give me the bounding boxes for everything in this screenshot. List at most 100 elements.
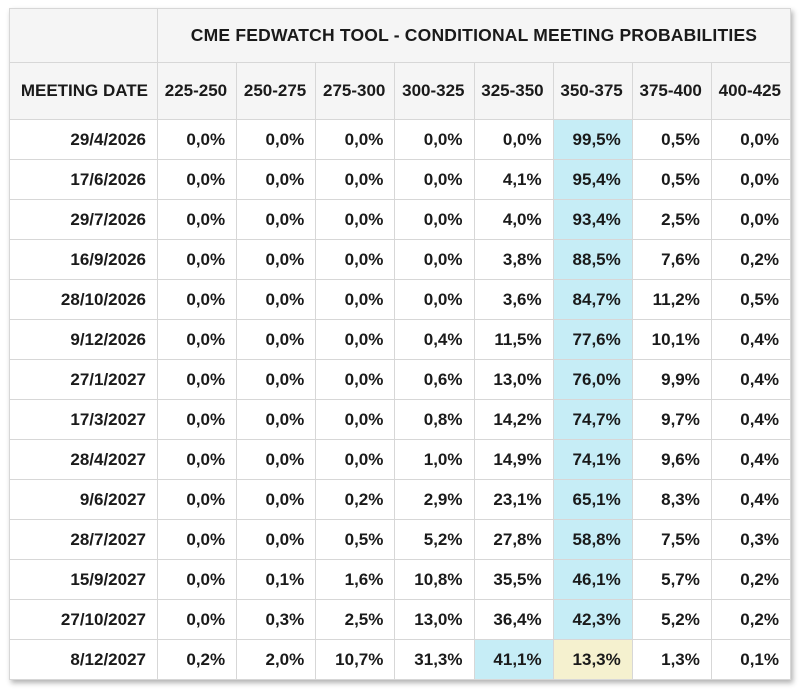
meeting-date-cell: 8/12/2027: [9, 639, 158, 680]
title-row: CME FEDWATCH TOOL - CONDITIONAL MEETING …: [9, 8, 791, 63]
meeting-date-cell: 28/7/2027: [9, 519, 158, 560]
probability-cell: 0,0%: [315, 439, 396, 480]
probability-cell: 95,4%: [552, 159, 633, 200]
meeting-date-cell: 27/1/2027: [9, 359, 158, 400]
probability-cell: 0,0%: [315, 119, 396, 160]
probability-cell: 74,7%: [552, 399, 633, 440]
probability-cell: 42,3%: [552, 599, 633, 640]
probability-cell: 13,0%: [394, 599, 475, 640]
table-body: 29/4/2026 0,0% 0,0% 0,0% 0,0% 0,0% 99,5% 0,5% 0,…: [9, 119, 792, 680]
probability-cell: 1,6%: [315, 559, 396, 600]
table-row: 15/9/2027 0,0% 0,1% 1,6% 10,8% 35,5% 46,1% 5,7%…: [9, 559, 792, 600]
probability-cell: 0,0%: [710, 199, 792, 240]
probability-cell: 76,0%: [552, 359, 633, 400]
probability-cell: 0,0%: [156, 159, 238, 200]
probability-cell: 0,2%: [710, 559, 792, 600]
probability-cell: 0,0%: [236, 319, 317, 360]
probability-cell: 0,0%: [394, 159, 475, 200]
table-row: 9/6/2027 0,0% 0,0% 0,2% 2,9% 23,1% 65,1% 8,3% 0,…: [9, 479, 792, 520]
meeting-date-cell: 15/9/2027: [9, 559, 158, 600]
probability-cell: 41,1%: [473, 639, 554, 680]
table-row: 29/7/2026 0,0% 0,0% 0,0% 0,0% 4,0% 93,4% 2,5% 0,…: [9, 199, 792, 240]
probability-cell: 74,1%: [552, 439, 633, 480]
probability-cell: 0,2%: [710, 599, 792, 640]
probability-cell: 0,0%: [236, 119, 317, 160]
fedwatch-probabilities-table: CME FEDWATCH TOOL - CONDITIONAL MEETING …: [9, 8, 792, 680]
probability-cell: 0,2%: [710, 239, 792, 280]
probability-cell: 0,3%: [236, 599, 317, 640]
probability-cell: 5,7%: [631, 559, 712, 600]
meeting-date-cell: 16/9/2026: [9, 239, 158, 280]
probability-cell: 0,4%: [710, 439, 792, 480]
probability-cell: 0,4%: [710, 479, 792, 520]
probability-cell: 0,2%: [315, 479, 396, 520]
probability-cell: 0,0%: [315, 399, 396, 440]
probability-cell: 0,0%: [394, 239, 475, 280]
probability-cell: 23,1%: [473, 479, 554, 520]
probability-cell: 0,0%: [156, 279, 238, 320]
probability-cell: 0,5%: [631, 119, 712, 160]
probability-cell: 0,0%: [236, 199, 317, 240]
probability-cell: 99,5%: [552, 119, 633, 160]
column-header-250-275: 250-275: [236, 62, 317, 120]
probability-cell: 0,0%: [315, 279, 396, 320]
probability-cell: 0,0%: [394, 279, 475, 320]
probability-cell: 0,0%: [156, 599, 238, 640]
probability-cell: 0,0%: [394, 119, 475, 160]
column-header-325-350: 325-350: [473, 62, 554, 120]
probability-cell: 0,5%: [315, 519, 396, 560]
probability-cell: 3,6%: [473, 279, 554, 320]
column-header-350-375: 350-375: [552, 62, 633, 120]
table-row: 28/10/2026 0,0% 0,0% 0,0% 0,0% 3,6% 84,7% 11,2%…: [9, 279, 792, 320]
probability-cell: 0,0%: [156, 439, 238, 480]
probability-cell: 35,5%: [473, 559, 554, 600]
column-header-400-425: 400-425: [710, 62, 792, 120]
probability-cell: 8,3%: [631, 479, 712, 520]
meeting-date-cell: 9/12/2026: [9, 319, 158, 360]
table-row: 9/12/2026 0,0% 0,0% 0,0% 0,4% 11,5% 77,6% 10,1%…: [9, 319, 792, 360]
meeting-date-cell: 29/7/2026: [9, 199, 158, 240]
probability-cell: 2,5%: [631, 199, 712, 240]
column-header-225-250: 225-250: [156, 62, 238, 120]
probability-cell: 0,0%: [710, 159, 792, 200]
meeting-date-cell: 17/6/2026: [9, 159, 158, 200]
probability-cell: 13,0%: [473, 359, 554, 400]
probability-cell: 0,1%: [710, 639, 792, 680]
probability-cell: 0,5%: [631, 159, 712, 200]
probability-cell: 36,4%: [473, 599, 554, 640]
probability-cell: 27,8%: [473, 519, 554, 560]
probability-cell: 0,1%: [236, 559, 317, 600]
probability-cell: 5,2%: [631, 599, 712, 640]
probability-cell: 0,0%: [473, 119, 554, 160]
table-row: 17/6/2026 0,0% 0,0% 0,0% 0,0% 4,1% 95,4% 0,5% 0,…: [9, 159, 792, 200]
table-row: 28/4/2027 0,0% 0,0% 0,0% 1,0% 14,9% 74,1% 9,6% 0…: [9, 439, 792, 480]
probability-cell: 0,0%: [236, 439, 317, 480]
probability-cell: 0,0%: [156, 359, 238, 400]
probability-cell: 13,3%: [552, 639, 633, 680]
meeting-date-column-header: MEETING DATE: [9, 62, 158, 120]
probability-cell: 0,0%: [236, 399, 317, 440]
probability-cell: 77,6%: [552, 319, 633, 360]
probability-cell: 0,0%: [156, 479, 238, 520]
probability-cell: 0,0%: [236, 479, 317, 520]
probability-cell: 0,0%: [156, 399, 238, 440]
probability-cell: 46,1%: [552, 559, 633, 600]
probability-cell: 2,5%: [315, 599, 396, 640]
table-row: 27/10/2027 0,0% 0,3% 2,5% 13,0% 36,4% 42,3% 5,2…: [9, 599, 792, 640]
probability-cell: 0,4%: [710, 319, 792, 360]
meeting-date-cell: 28/10/2026: [9, 279, 158, 320]
probability-cell: 14,2%: [473, 399, 554, 440]
table-row: 16/9/2026 0,0% 0,0% 0,0% 0,0% 3,8% 88,5% 7,6% 0,…: [9, 239, 792, 280]
probability-cell: 9,9%: [631, 359, 712, 400]
probability-cell: 4,1%: [473, 159, 554, 200]
probability-cell: 0,0%: [315, 199, 396, 240]
probability-cell: 0,4%: [710, 399, 792, 440]
probability-cell: 14,9%: [473, 439, 554, 480]
probability-cell: 10,1%: [631, 319, 712, 360]
probability-cell: 2,9%: [394, 479, 475, 520]
probability-cell: 31,3%: [394, 639, 475, 680]
table-row: 8/12/2027 0,2% 2,0% 10,7% 31,3% 41,1% 13,3% 1,3…: [9, 639, 792, 680]
probability-cell: 0,0%: [156, 319, 238, 360]
probability-cell: 10,7%: [315, 639, 396, 680]
